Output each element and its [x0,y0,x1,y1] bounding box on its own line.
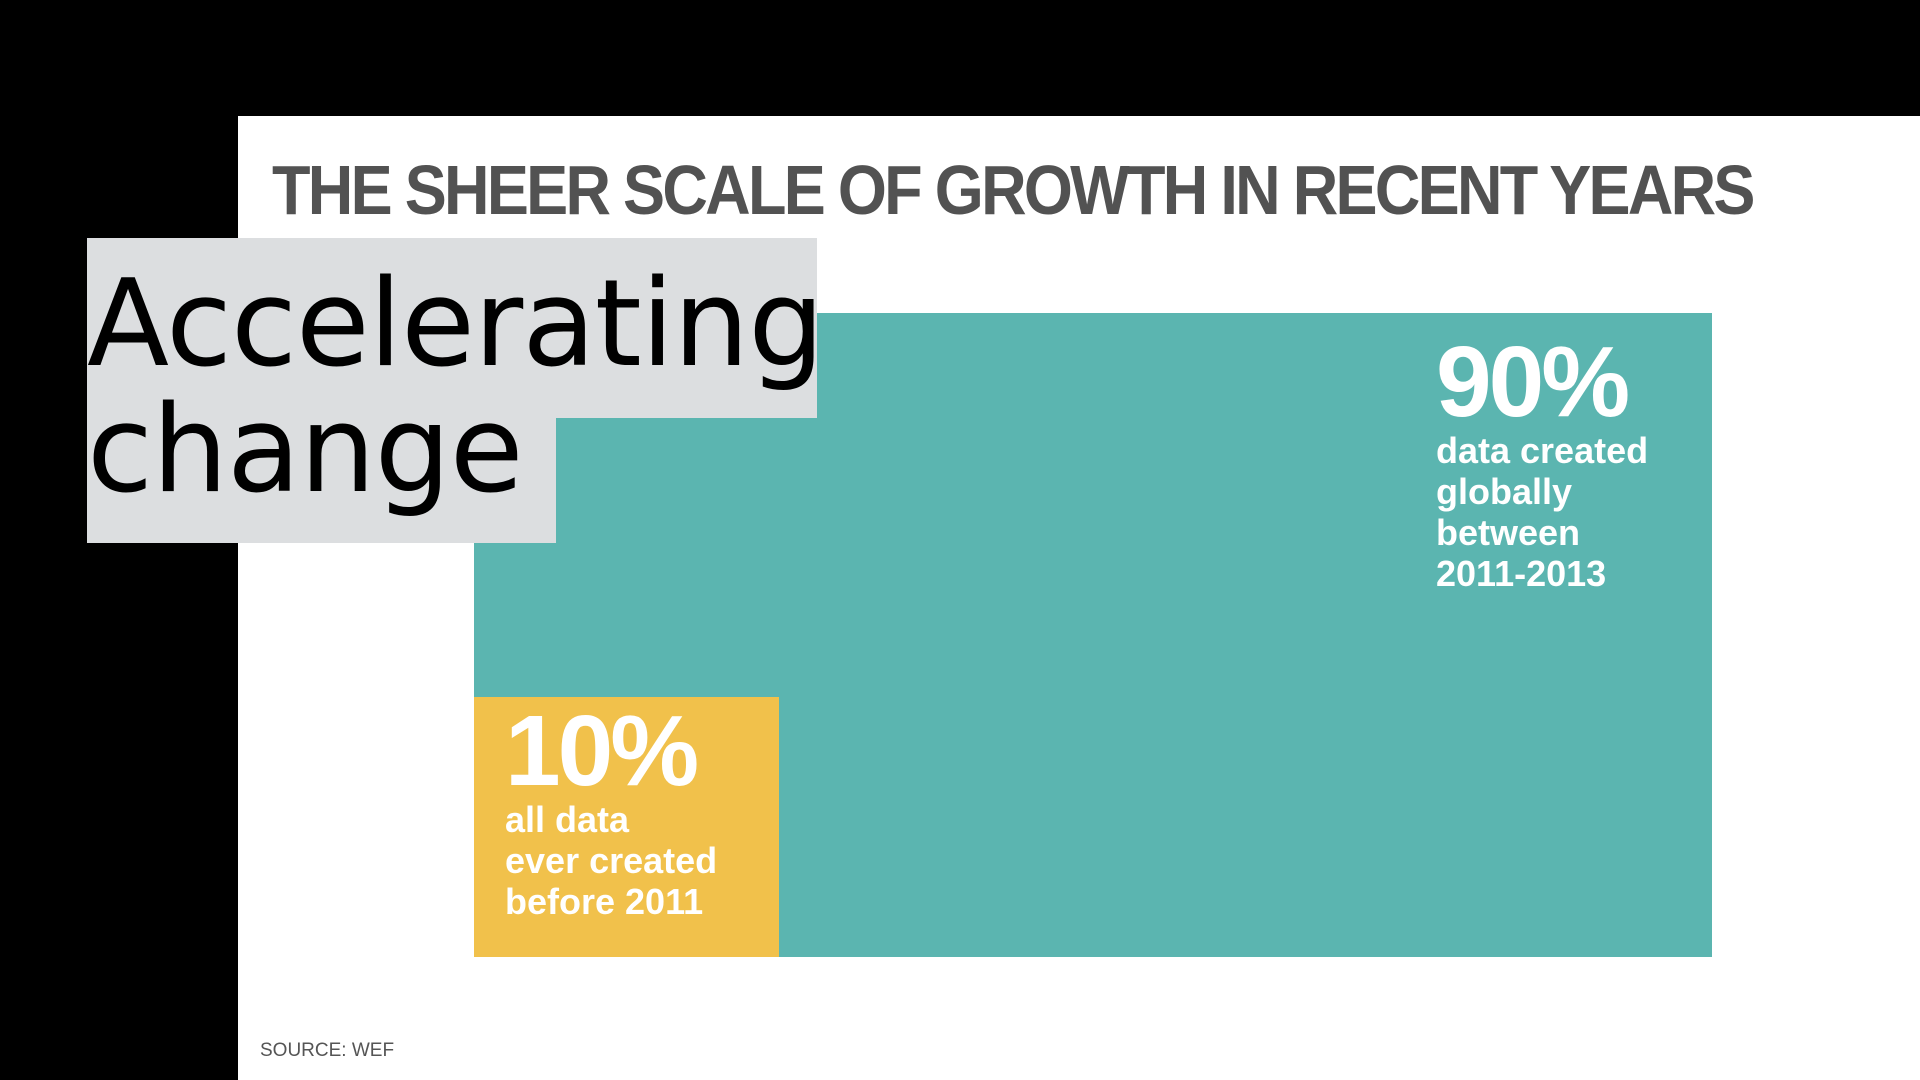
segment-90-value: 90% [1436,326,1630,438]
chart-title: THE SHEER SCALE OF GROWTH IN RECENT YEAR… [272,151,1755,229]
slide-heading-line-2: change [87,381,524,520]
heading-background-bottom [87,416,556,543]
slide-heading: Accelerating change [87,262,824,514]
segment-90-label: 90% data created globally between 2011-2… [1436,326,1649,594]
segment-90-description: data created globally between 2011-2013 [1436,430,1649,594]
segment-10-description: all data ever created before 2011 [505,799,718,922]
slide-heading-line-1: Accelerating [87,255,824,394]
segment-10-value: 10% [505,695,699,807]
heading-background-top [87,238,817,418]
segment-10-label: 10% all data ever created before 2011 [505,695,718,922]
segment-10-percent [474,697,779,957]
source-note: SOURCE: WEF [260,1040,395,1061]
